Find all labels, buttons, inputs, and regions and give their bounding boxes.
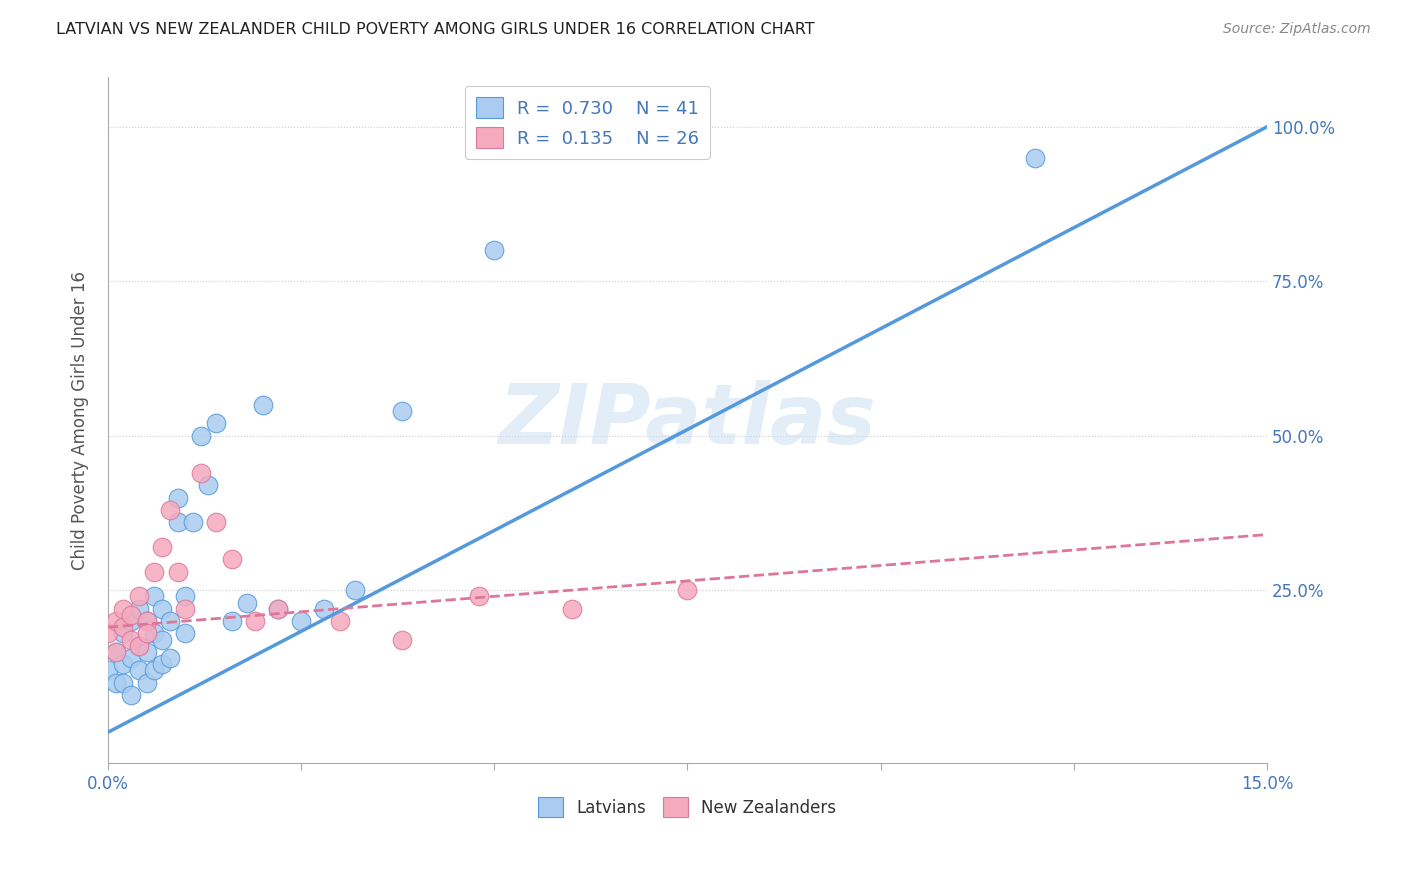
- Point: [174, 590, 197, 604]
- Point: [221, 614, 243, 628]
- Point: [135, 614, 157, 628]
- Text: LATVIAN VS NEW ZEALANDER CHILD POVERTY AMONG GIRLS UNDER 16 CORRELATION CHART: LATVIAN VS NEW ZEALANDER CHILD POVERTY A…: [56, 22, 815, 37]
- Point: [205, 417, 228, 431]
- Point: [391, 404, 413, 418]
- Point: [166, 565, 188, 579]
- Point: [120, 607, 142, 622]
- Point: [104, 614, 127, 628]
- Point: [290, 614, 312, 628]
- Point: [112, 675, 135, 690]
- Point: [561, 601, 583, 615]
- Point: [104, 675, 127, 690]
- Point: [391, 632, 413, 647]
- Point: [143, 626, 166, 640]
- Point: [128, 639, 150, 653]
- Point: [135, 675, 157, 690]
- Legend: Latvians, New Zealanders: Latvians, New Zealanders: [531, 791, 844, 823]
- Point: [112, 601, 135, 615]
- Point: [104, 645, 127, 659]
- Point: [166, 491, 188, 505]
- Point: [104, 645, 127, 659]
- Point: [150, 540, 173, 554]
- Point: [120, 632, 142, 647]
- Point: [159, 503, 181, 517]
- Point: [112, 626, 135, 640]
- Point: [166, 515, 188, 529]
- Point: [150, 632, 173, 647]
- Point: [174, 601, 197, 615]
- Point: [329, 614, 352, 628]
- Point: [181, 515, 204, 529]
- Point: [676, 583, 699, 598]
- Y-axis label: Child Poverty Among Girls Under 16: Child Poverty Among Girls Under 16: [72, 271, 89, 570]
- Point: [197, 478, 219, 492]
- Point: [150, 657, 173, 672]
- Point: [128, 590, 150, 604]
- Point: [128, 639, 150, 653]
- Point: [344, 583, 367, 598]
- Point: [135, 614, 157, 628]
- Point: [236, 595, 259, 609]
- Point: [143, 664, 166, 678]
- Point: [221, 552, 243, 566]
- Point: [159, 614, 181, 628]
- Point: [112, 620, 135, 634]
- Point: [135, 645, 157, 659]
- Point: [190, 428, 212, 442]
- Point: [143, 590, 166, 604]
- Point: [252, 398, 274, 412]
- Point: [267, 601, 290, 615]
- Point: [120, 614, 142, 628]
- Point: [468, 590, 491, 604]
- Point: [1024, 151, 1046, 165]
- Point: [159, 651, 181, 665]
- Point: [112, 657, 135, 672]
- Point: [120, 688, 142, 702]
- Point: [150, 601, 173, 615]
- Point: [484, 244, 506, 258]
- Point: [205, 515, 228, 529]
- Point: [97, 664, 120, 678]
- Point: [135, 626, 157, 640]
- Point: [143, 565, 166, 579]
- Point: [174, 626, 197, 640]
- Point: [267, 601, 290, 615]
- Point: [190, 466, 212, 480]
- Point: [120, 651, 142, 665]
- Point: [243, 614, 266, 628]
- Point: [128, 664, 150, 678]
- Point: [128, 601, 150, 615]
- Point: [97, 626, 120, 640]
- Point: [314, 601, 336, 615]
- Text: Source: ZipAtlas.com: Source: ZipAtlas.com: [1223, 22, 1371, 37]
- Text: ZIPatlas: ZIPatlas: [499, 380, 876, 461]
